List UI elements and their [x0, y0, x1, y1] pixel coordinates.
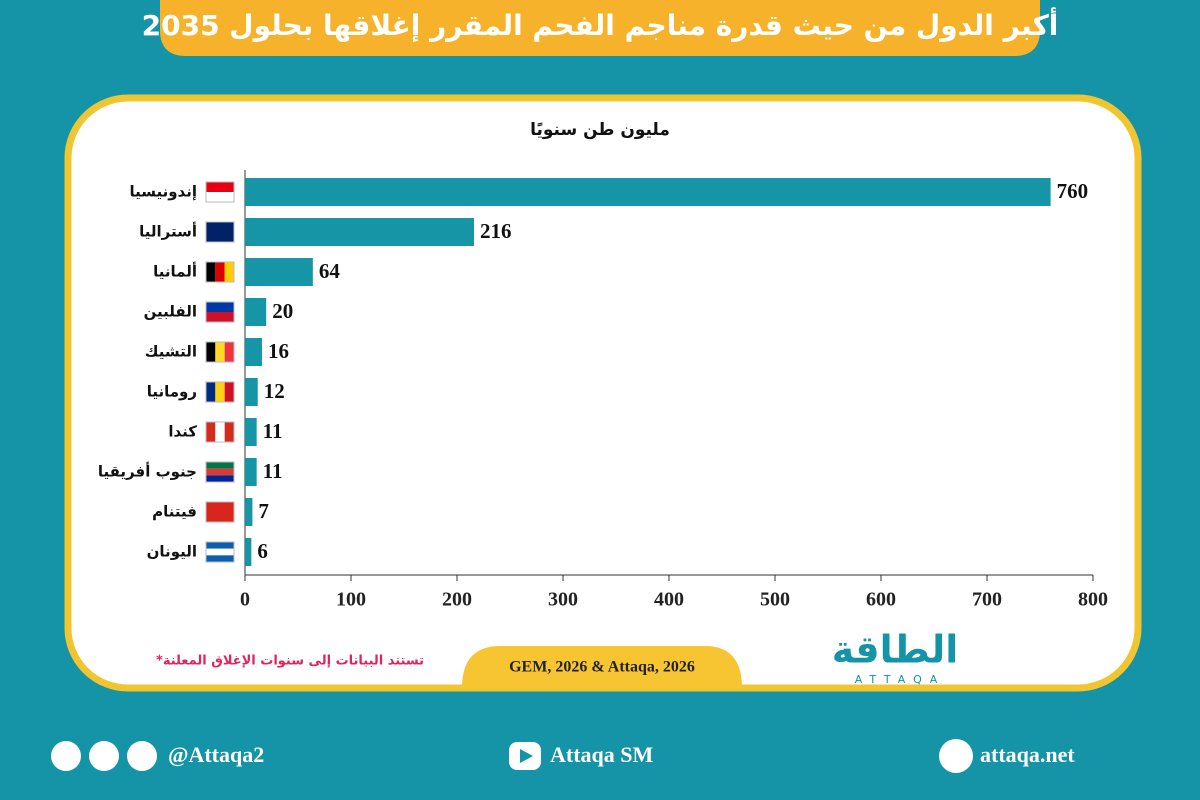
- flag-stripe: [206, 475, 234, 482]
- flag-stripe: [215, 262, 225, 282]
- flag-stripe: [206, 342, 216, 362]
- x-tick-label: 500: [760, 589, 790, 611]
- brand-latin: ATTAQA: [855, 673, 946, 686]
- value-label: 11: [263, 419, 283, 443]
- website: attaqa.net: [980, 742, 1075, 767]
- flag-border: [205, 341, 235, 363]
- flag-stripe: [206, 232, 234, 242]
- bar: [245, 538, 252, 566]
- flag-stripe: [206, 312, 234, 322]
- category-label: جنوب أفريقيا: [98, 462, 197, 481]
- x-tick-label: 700: [972, 589, 1002, 611]
- value-label: 64: [319, 259, 341, 283]
- flag-stripe: [206, 302, 234, 312]
- value-label: 11: [263, 459, 283, 483]
- flag-border: [205, 261, 235, 283]
- flag-border: [205, 221, 235, 243]
- youtube-handle: Attaqa SM: [550, 742, 654, 767]
- social-handle: @Attaqa2: [168, 742, 264, 767]
- flag-stripe: [224, 262, 234, 282]
- flag-stripe: [206, 555, 234, 562]
- category-label: اليونان: [147, 543, 197, 561]
- flag-stripe: [206, 462, 234, 469]
- value-label: 760: [1057, 179, 1089, 203]
- category-label: الفلبين: [144, 303, 197, 321]
- flag-stripe: [224, 382, 234, 402]
- flag-stripe: [206, 468, 234, 476]
- facebook-icon: [127, 741, 157, 771]
- bar: [245, 218, 474, 246]
- flag-stripe: [224, 422, 234, 442]
- flag-stripe: [206, 542, 234, 549]
- instagram-icon: [89, 741, 119, 771]
- x-tick-label: 200: [442, 589, 472, 611]
- bar: [245, 378, 258, 406]
- value-label: 7: [258, 499, 269, 523]
- flag-stripe: [206, 262, 216, 282]
- value-label: 6: [257, 539, 268, 563]
- bar: [245, 178, 1051, 206]
- x-tick-label: 400: [654, 589, 684, 611]
- flag-stripe: [215, 342, 225, 362]
- chart-title: أكبر الدول من حيث قدرة مناجم الفحم المقر…: [142, 7, 1059, 43]
- unit-label: مليون طن سنويًا: [530, 120, 670, 140]
- bar: [245, 258, 313, 286]
- note: *تستند البيانات إلى سنوات الإغلاق المعلن…: [156, 654, 424, 669]
- flag-stripe: [206, 512, 234, 522]
- x-tick-label: 300: [548, 589, 578, 611]
- flag-stripe: [206, 422, 216, 442]
- bar: [245, 298, 267, 326]
- category-label: ألمانيا: [153, 262, 197, 281]
- value-label: 20: [272, 299, 293, 323]
- category-label: التشيك: [145, 343, 197, 361]
- x-tick-label: 600: [866, 589, 896, 611]
- bar: [245, 458, 257, 486]
- flag-stripe: [206, 382, 216, 402]
- social-icons: [51, 739, 973, 773]
- x-tick-label: 0: [240, 589, 250, 611]
- flag-border: [205, 421, 235, 443]
- flag-border: [205, 181, 235, 203]
- category-label: أستراليا: [139, 222, 197, 241]
- flag-stripe: [206, 192, 234, 202]
- flag-border: [205, 381, 235, 403]
- play-icon: [520, 749, 533, 763]
- category-label: كندا: [168, 423, 197, 441]
- x-icon: [51, 741, 81, 771]
- flag-border: [205, 301, 235, 323]
- flag-stripe: [215, 422, 225, 442]
- value-label: 216: [480, 219, 512, 243]
- x-tick-label: 100: [336, 589, 366, 611]
- source: GEM, 2026 & Attaqa, 2026: [509, 659, 695, 676]
- flag-border: [205, 461, 235, 483]
- value-label: 12: [264, 379, 285, 403]
- flag-stripe: [206, 502, 234, 512]
- x-tick-label: 800: [1078, 589, 1108, 611]
- category-label: فيتنام: [152, 503, 197, 521]
- bar: [245, 498, 253, 526]
- flag-stripe: [206, 222, 234, 232]
- flag-border: [205, 501, 235, 523]
- bar: [245, 418, 257, 446]
- category-label: إندونيسيا: [129, 183, 197, 201]
- flag-stripe: [206, 182, 234, 192]
- title-banner: [160, 0, 1040, 56]
- web-icon: [939, 739, 973, 773]
- value-label: 16: [268, 339, 289, 363]
- flag-stripe: [215, 382, 225, 402]
- source-pill: [462, 646, 742, 688]
- flag-stripe: [206, 548, 234, 556]
- category-label: رومانيا: [147, 383, 197, 401]
- brand-name: الطاقة: [832, 628, 959, 672]
- flag-border: [205, 541, 235, 563]
- bar: [245, 338, 262, 366]
- flag-stripe: [224, 342, 234, 362]
